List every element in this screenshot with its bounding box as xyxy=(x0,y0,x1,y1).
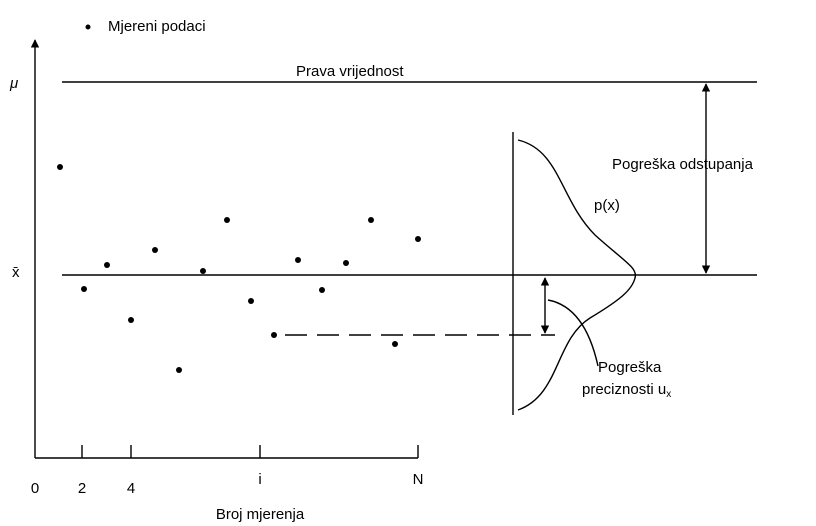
bias-label: Pogreška odstupanja xyxy=(612,156,754,173)
tick-label: 0 xyxy=(31,480,39,497)
pdf-curve xyxy=(517,139,637,411)
tick-label: i xyxy=(258,471,261,488)
xbar-label: x̄ xyxy=(12,264,20,281)
leader-line xyxy=(547,299,599,367)
point xyxy=(81,286,87,292)
legend-text: Mjereni podaci xyxy=(108,18,206,35)
tick-label: 2 xyxy=(78,480,86,497)
point xyxy=(57,164,63,170)
tick-label: 4 xyxy=(127,480,135,497)
point xyxy=(271,332,277,338)
axis-label: Broj mjerenja xyxy=(216,506,305,523)
point xyxy=(200,268,206,274)
tick-label: N xyxy=(413,471,424,488)
point xyxy=(104,262,110,268)
point xyxy=(415,236,421,242)
point xyxy=(319,287,325,293)
point xyxy=(368,217,374,223)
point xyxy=(248,298,254,304)
mu-label: μ xyxy=(9,75,18,92)
point xyxy=(343,260,349,266)
point xyxy=(128,317,134,323)
point xyxy=(224,217,230,223)
legend-dot xyxy=(85,24,91,30)
pdf-label: p(x) xyxy=(594,197,620,214)
point xyxy=(152,247,158,253)
point xyxy=(392,341,398,347)
data-points xyxy=(57,164,421,373)
point xyxy=(295,257,301,263)
true-value-label: Prava vrijednost xyxy=(296,63,404,80)
precision-label: preciznosti ux xyxy=(582,381,671,400)
precision-label: Pogreška xyxy=(598,359,662,376)
point xyxy=(176,367,182,373)
